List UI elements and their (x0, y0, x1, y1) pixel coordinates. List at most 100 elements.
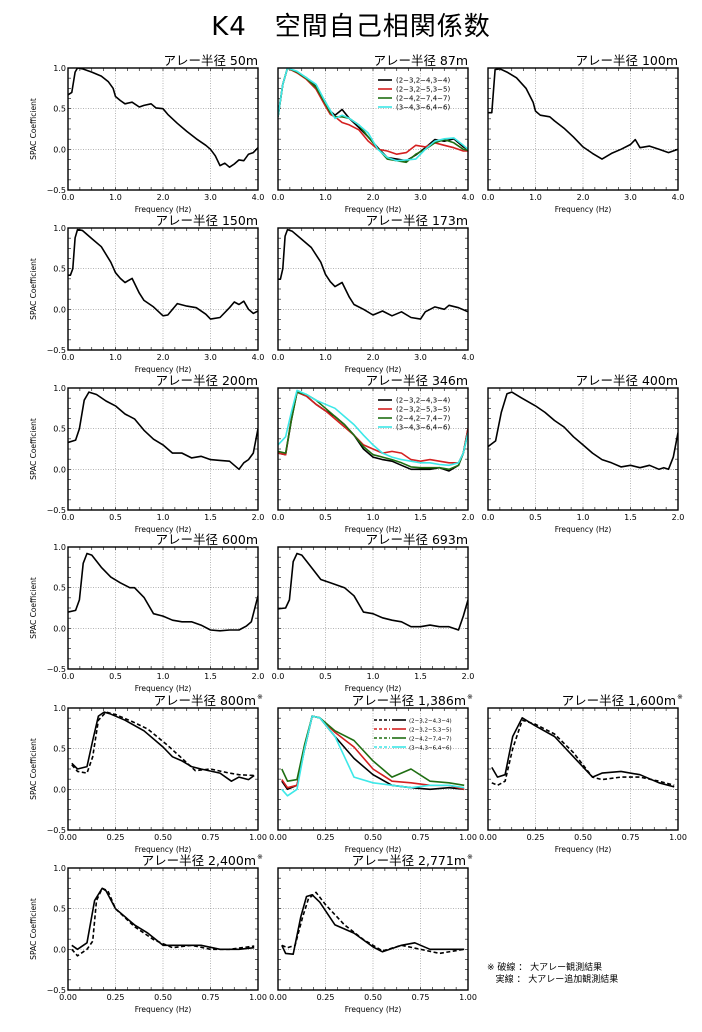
x-tick-label: 1.00 (249, 833, 267, 842)
x-axis-label: Frequency (Hz) (135, 684, 192, 693)
series-group (71, 711, 255, 782)
x-tick-label: 1.0 (367, 672, 380, 681)
x-tick-label: 0.0 (62, 353, 75, 362)
plot-frame (67, 387, 259, 511)
chart-panel: アレー半径 1,386m ※ 0.00 0.25 0.50 0.75 1.00 Frequen… (269, 693, 477, 854)
x-tick-label: 1.00 (459, 833, 477, 842)
x-tick-label: 3.0 (204, 193, 217, 202)
chart-panel: アレー半径 346m 0.0 0.5 1.0 1.5 2.0 Frequency (Hz) (… (272, 373, 475, 534)
x-tick-label: 2.0 (367, 193, 380, 202)
x-tick-label: 0.0 (62, 672, 75, 681)
x-tick-label: 0.50 (574, 833, 592, 842)
series-line-black-solid (281, 894, 465, 955)
chart-panel: アレー半径 800m ※ 0.00 0.25 0.50 0.75 1.00 Frequency… (29, 693, 267, 854)
footnote-mark: ※ (677, 693, 683, 701)
plot-frame (67, 67, 259, 191)
x-tick-label: 3.0 (414, 193, 427, 202)
series-line-cyan-solid (278, 389, 468, 467)
x-tick-label: 0.0 (482, 513, 495, 522)
x-tick-label: 1.5 (414, 513, 427, 522)
y-tick-label: 1.0 (53, 543, 66, 552)
plot-frame (277, 867, 469, 991)
note-dashed-line: ※ 破線 ： 大アレー観測結果 (487, 963, 603, 973)
x-tick-label: 0.00 (59, 833, 77, 842)
series-group (278, 68, 468, 164)
x-tick-label: 1.0 (577, 513, 590, 522)
chart-title: アレー半径 400m (575, 373, 678, 388)
plot-frame (277, 546, 469, 670)
legend-label: (2−3,2−4,3−4) (396, 397, 450, 405)
series-line-black-solid (488, 68, 678, 160)
series-group (488, 68, 678, 160)
legend-label: (2−4,2−7,4−7) (409, 737, 452, 743)
y-tick-label: 0.5 (53, 265, 66, 274)
x-tick-label: 0.0 (272, 193, 285, 202)
x-tick-label: 2.0 (462, 672, 475, 681)
plot-frame (487, 707, 679, 831)
x-tick-label: 0.75 (202, 833, 220, 842)
x-tick-label: 4.0 (672, 193, 685, 202)
x-tick-label: 4.0 (462, 353, 475, 362)
x-axis-label: Frequency (Hz) (555, 845, 612, 854)
x-tick-label: 2.0 (367, 353, 380, 362)
series-group (488, 391, 678, 471)
y-tick-label: −0.5 (47, 826, 66, 835)
x-tick-label: 0.25 (317, 833, 335, 842)
chart-panel: アレー半径 150m 0.0 1.0 2.0 3.0 4.0 Frequency (Hz) −… (29, 213, 264, 374)
series-line-red-solid (278, 391, 468, 464)
series-line-black-solid (71, 711, 255, 782)
x-tick-label: 1.0 (109, 353, 122, 362)
x-tick-label: 0.5 (529, 513, 542, 522)
x-tick-label: 2.0 (157, 353, 170, 362)
chart-title: アレー半径 173m (365, 213, 468, 228)
plot-frame (277, 227, 469, 351)
x-tick-label: 0.5 (109, 672, 122, 681)
series-group (68, 391, 258, 471)
series-line-black-solid (278, 228, 468, 320)
series-line-cyan-solid (278, 68, 468, 162)
series-line-black-solid (68, 68, 258, 168)
x-tick-label: 0.50 (154, 833, 172, 842)
y-tick-label: 1.0 (53, 224, 66, 233)
y-tick-label: 1.0 (53, 384, 66, 393)
chart-title: アレー半径 600m (155, 532, 258, 547)
series-line-cyan-solid (281, 715, 465, 797)
x-axis-label: Frequency (Hz) (555, 205, 612, 214)
x-tick-label: 3.0 (204, 353, 217, 362)
chart-panel: アレー半径 200m 0.0 0.5 1.0 1.5 2.0 Frequency (Hz) −… (29, 373, 264, 534)
series-line-black-solid (71, 887, 255, 951)
x-tick-label: 0.5 (319, 672, 332, 681)
series-group (281, 891, 465, 955)
legend-label: (3−4,3−6,4−6) (396, 424, 450, 432)
series-group (278, 228, 468, 320)
x-tick-label: 3.0 (624, 193, 637, 202)
series-line-black-dashed (71, 887, 255, 957)
x-tick-label: 1.00 (459, 993, 477, 1002)
y-tick-label: 1.0 (53, 704, 66, 713)
series-group (68, 68, 258, 168)
x-tick-label: 0.00 (59, 993, 77, 1002)
y-axis-label: SPAC Coefficient (29, 418, 38, 480)
x-tick-label: 0.5 (109, 513, 122, 522)
x-axis-label: Frequency (Hz) (345, 205, 402, 214)
y-tick-label: 0.0 (53, 465, 66, 474)
title-text: 空間自己相関係数 (274, 12, 491, 42)
x-tick-label: 2.0 (462, 513, 475, 522)
series-group (281, 715, 465, 797)
legend-label: (2−3,2−4,3−4) (396, 77, 450, 85)
y-tick-label: 1.0 (53, 864, 66, 873)
series-line-black-solid (68, 228, 258, 320)
x-axis-label: Frequency (Hz) (345, 845, 402, 854)
chart-title: アレー半径 2,400m (142, 853, 256, 868)
legend-label: (2−4,2−7,4−7) (396, 415, 450, 423)
plot-frame (487, 67, 679, 191)
y-tick-label: −0.5 (47, 506, 66, 515)
series-line-black-solid (491, 717, 675, 788)
x-tick-label: 0.0 (272, 672, 285, 681)
x-axis-label: Frequency (Hz) (345, 365, 402, 374)
plot-frame (277, 67, 469, 191)
series-line-black-dashed (491, 719, 675, 787)
x-tick-label: 0.75 (412, 833, 430, 842)
y-tick-label: 0.5 (53, 584, 66, 593)
